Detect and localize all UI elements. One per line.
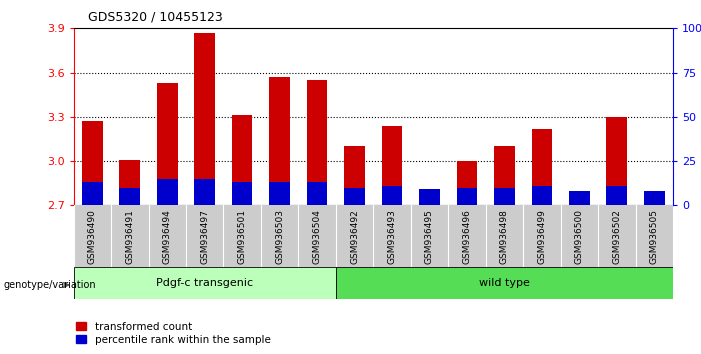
Bar	[644, 198, 665, 205]
Bar	[119, 160, 140, 205]
Bar	[269, 77, 290, 205]
Bar	[307, 80, 327, 205]
Bar	[232, 115, 252, 205]
Bar	[419, 189, 440, 205]
Bar	[194, 33, 215, 205]
Bar	[494, 146, 515, 205]
Text: GSM936493: GSM936493	[388, 209, 397, 264]
Bar	[456, 188, 477, 205]
Legend: transformed count, percentile rank within the sample: transformed count, percentile rank withi…	[72, 317, 275, 349]
Text: GSM936504: GSM936504	[313, 209, 322, 264]
Bar	[531, 186, 552, 205]
Text: GSM936505: GSM936505	[650, 209, 659, 264]
Bar	[74, 267, 336, 299]
Bar	[494, 188, 515, 205]
Bar	[531, 129, 552, 205]
Text: GSM936495: GSM936495	[425, 209, 434, 264]
Bar	[269, 182, 290, 205]
Text: GSM936492: GSM936492	[350, 209, 359, 264]
Text: GSM936501: GSM936501	[238, 209, 247, 264]
Text: GSM936503: GSM936503	[275, 209, 284, 264]
Bar	[344, 188, 365, 205]
Text: GSM936500: GSM936500	[575, 209, 584, 264]
Text: GSM936496: GSM936496	[463, 209, 472, 264]
Bar	[419, 194, 440, 205]
Bar	[344, 146, 365, 205]
Bar	[232, 182, 252, 205]
Bar	[569, 195, 590, 205]
Bar	[456, 161, 477, 205]
Bar	[336, 267, 673, 299]
Text: wild type: wild type	[479, 278, 530, 288]
Bar	[157, 179, 177, 205]
Bar	[569, 191, 590, 205]
Bar	[82, 121, 102, 205]
Bar	[644, 191, 665, 205]
Text: GSM936491: GSM936491	[125, 209, 135, 264]
Text: GSM936494: GSM936494	[163, 209, 172, 264]
Text: GSM936498: GSM936498	[500, 209, 509, 264]
Text: Pdgf-c transgenic: Pdgf-c transgenic	[156, 278, 253, 288]
Text: GDS5320 / 10455123: GDS5320 / 10455123	[88, 11, 222, 24]
Bar	[307, 182, 327, 205]
Bar	[119, 188, 140, 205]
Text: GSM936502: GSM936502	[612, 209, 621, 264]
Bar	[194, 179, 215, 205]
Bar	[606, 186, 627, 205]
Text: GSM936497: GSM936497	[200, 209, 209, 264]
Bar	[382, 126, 402, 205]
Text: genotype/variation: genotype/variation	[4, 280, 96, 290]
Bar	[382, 186, 402, 205]
Bar	[82, 182, 102, 205]
Bar	[606, 117, 627, 205]
Bar	[157, 83, 177, 205]
Text: GSM936490: GSM936490	[88, 209, 97, 264]
Text: GSM936499: GSM936499	[538, 209, 546, 264]
